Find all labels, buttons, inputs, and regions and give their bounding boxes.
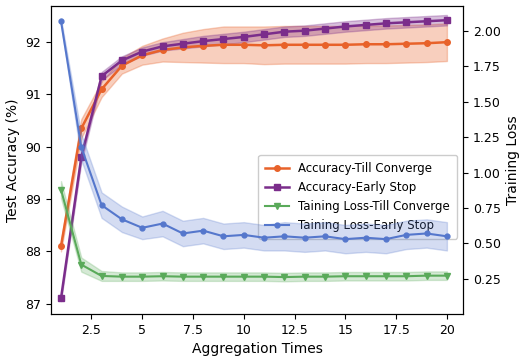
Taining Loss-Till Converge bbox=[78, 262, 85, 267]
Taining Loss-Early Stop bbox=[322, 234, 328, 239]
Taining Loss-Till Converge bbox=[383, 274, 389, 278]
Taining Loss-Till Converge bbox=[159, 274, 166, 278]
Accuracy-Till Converge bbox=[423, 41, 430, 45]
Accuracy-Till Converge bbox=[119, 64, 125, 68]
Line: Taining Loss-Early Stop: Taining Loss-Early Stop bbox=[58, 19, 449, 241]
Taining Loss-Early Stop bbox=[159, 222, 166, 226]
Taining Loss-Early Stop bbox=[403, 233, 409, 237]
Accuracy-Early Stop bbox=[78, 155, 85, 159]
Accuracy-Early Stop bbox=[383, 21, 389, 25]
Accuracy-Early Stop bbox=[342, 24, 349, 29]
Accuracy-Till Converge bbox=[78, 126, 85, 131]
Line: Taining Loss-Till Converge: Taining Loss-Till Converge bbox=[58, 187, 450, 280]
Accuracy-Till Converge bbox=[159, 48, 166, 52]
Taining Loss-Early Stop bbox=[119, 217, 125, 222]
Taining Loss-Till Converge bbox=[444, 273, 450, 278]
Accuracy-Early Stop bbox=[301, 29, 308, 33]
Taining Loss-Till Converge bbox=[281, 275, 288, 279]
Taining Loss-Early Stop bbox=[444, 234, 450, 239]
Accuracy-Early Stop bbox=[159, 44, 166, 49]
Taining Loss-Early Stop bbox=[200, 228, 206, 233]
Accuracy-Early Stop bbox=[98, 74, 105, 78]
Taining Loss-Early Stop bbox=[139, 226, 145, 230]
Line: Accuracy-Till Converge: Accuracy-Till Converge bbox=[58, 39, 450, 249]
Accuracy-Early Stop bbox=[220, 37, 227, 41]
Taining Loss-Early Stop bbox=[261, 236, 267, 240]
Accuracy-Early Stop bbox=[180, 42, 186, 46]
Taining Loss-Till Converge bbox=[362, 274, 369, 278]
Taining Loss-Till Converge bbox=[58, 188, 64, 192]
Accuracy-Early Stop bbox=[403, 20, 409, 25]
Taining Loss-Early Stop bbox=[98, 203, 105, 207]
Accuracy-Early Stop bbox=[423, 19, 430, 24]
Taining Loss-Till Converge bbox=[139, 274, 145, 279]
Accuracy-Till Converge bbox=[322, 43, 328, 47]
Taining Loss-Till Converge bbox=[119, 274, 125, 279]
X-axis label: Aggregation Times: Aggregation Times bbox=[191, 342, 322, 357]
Taining Loss-Till Converge bbox=[342, 274, 349, 278]
Accuracy-Early Stop bbox=[58, 296, 64, 301]
Accuracy-Early Stop bbox=[322, 26, 328, 31]
Taining Loss-Early Stop bbox=[423, 231, 430, 236]
Taining Loss-Till Converge bbox=[403, 274, 409, 278]
Taining Loss-Till Converge bbox=[261, 274, 267, 279]
Taining Loss-Till Converge bbox=[423, 273, 430, 278]
Taining Loss-Early Stop bbox=[180, 231, 186, 236]
Legend: Accuracy-Till Converge, Accuracy-Early Stop, Taining Loss-Till Converge, Taining: Accuracy-Till Converge, Accuracy-Early S… bbox=[258, 155, 457, 239]
Taining Loss-Till Converge bbox=[180, 274, 186, 279]
Accuracy-Till Converge bbox=[180, 45, 186, 50]
Accuracy-Early Stop bbox=[362, 23, 369, 27]
Accuracy-Early Stop bbox=[444, 18, 450, 22]
Accuracy-Early Stop bbox=[139, 50, 145, 54]
Taining Loss-Till Converge bbox=[240, 274, 247, 279]
Accuracy-Till Converge bbox=[362, 42, 369, 46]
Accuracy-Till Converge bbox=[240, 43, 247, 47]
Taining Loss-Early Stop bbox=[342, 237, 349, 241]
Taining Loss-Early Stop bbox=[58, 19, 64, 23]
Y-axis label: Training Loss: Training Loss bbox=[507, 115, 520, 205]
Taining Loss-Till Converge bbox=[200, 274, 206, 279]
Taining Loss-Early Stop bbox=[301, 236, 308, 240]
Taining Loss-Till Converge bbox=[322, 274, 328, 279]
Taining Loss-Till Converge bbox=[98, 274, 105, 278]
Taining Loss-Early Stop bbox=[362, 236, 369, 240]
Accuracy-Early Stop bbox=[200, 39, 206, 43]
Accuracy-Early Stop bbox=[119, 58, 125, 63]
Accuracy-Early Stop bbox=[281, 30, 288, 34]
Accuracy-Till Converge bbox=[444, 40, 450, 44]
Taining Loss-Early Stop bbox=[240, 233, 247, 237]
Taining Loss-Till Converge bbox=[301, 274, 308, 279]
Accuracy-Early Stop bbox=[240, 35, 247, 39]
Accuracy-Till Converge bbox=[342, 43, 349, 47]
Y-axis label: Test Accuracy (%): Test Accuracy (%) bbox=[6, 98, 19, 222]
Taining Loss-Till Converge bbox=[220, 274, 227, 279]
Accuracy-Till Converge bbox=[139, 53, 145, 58]
Accuracy-Till Converge bbox=[58, 244, 64, 248]
Line: Accuracy-Early Stop: Accuracy-Early Stop bbox=[58, 17, 450, 301]
Accuracy-Till Converge bbox=[301, 43, 308, 47]
Accuracy-Early Stop bbox=[261, 32, 267, 37]
Taining Loss-Early Stop bbox=[383, 237, 389, 241]
Taining Loss-Early Stop bbox=[281, 234, 288, 239]
Accuracy-Till Converge bbox=[383, 42, 389, 46]
Taining Loss-Early Stop bbox=[220, 234, 227, 239]
Accuracy-Till Converge bbox=[200, 44, 206, 48]
Accuracy-Till Converge bbox=[403, 42, 409, 46]
Accuracy-Till Converge bbox=[281, 43, 288, 47]
Accuracy-Till Converge bbox=[261, 43, 267, 47]
Accuracy-Till Converge bbox=[220, 43, 227, 47]
Taining Loss-Early Stop bbox=[78, 145, 85, 149]
Accuracy-Till Converge bbox=[98, 87, 105, 92]
